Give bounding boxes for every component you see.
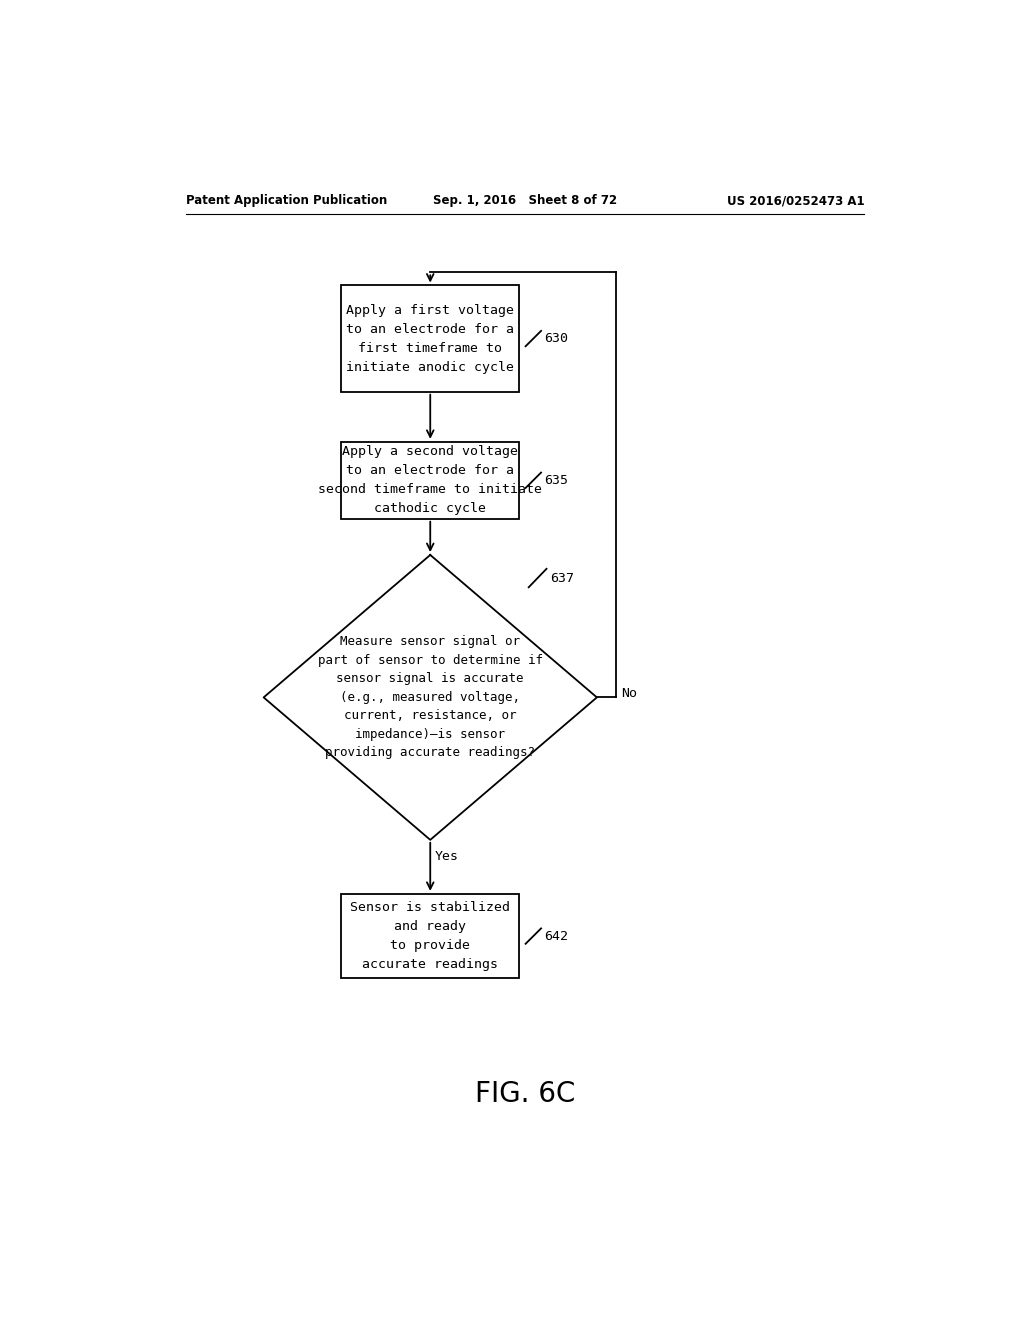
Text: 642: 642 [544,929,568,942]
Text: FIG. 6C: FIG. 6C [474,1080,575,1107]
Text: 637: 637 [550,572,574,585]
Text: No: No [621,686,637,700]
Text: Patent Application Publication: Patent Application Publication [186,194,387,207]
Bar [341,894,519,978]
Text: 635: 635 [544,474,568,487]
Text: Sep. 1, 2016   Sheet 8 of 72: Sep. 1, 2016 Sheet 8 of 72 [433,194,616,207]
Text: Measure sensor signal or
part of sensor to determine if
sensor signal is accurat: Measure sensor signal or part of sensor … [317,635,543,759]
Bar [341,285,519,392]
Text: US 2016/0252473 A1: US 2016/0252473 A1 [727,194,864,207]
Text: Sensor is stabilized
and ready
to provide
accurate readings: Sensor is stabilized and ready to provid… [350,902,510,972]
Bar [341,442,519,519]
Text: Yes: Yes [435,850,459,863]
Text: 630: 630 [544,333,568,345]
Text: Apply a first voltage
to an electrode for a
first timeframe to
initiate anodic c: Apply a first voltage to an electrode fo… [346,304,514,374]
Text: Apply a second voltage
to an electrode for a
second timeframe to initiate
cathod: Apply a second voltage to an electrode f… [318,445,543,515]
